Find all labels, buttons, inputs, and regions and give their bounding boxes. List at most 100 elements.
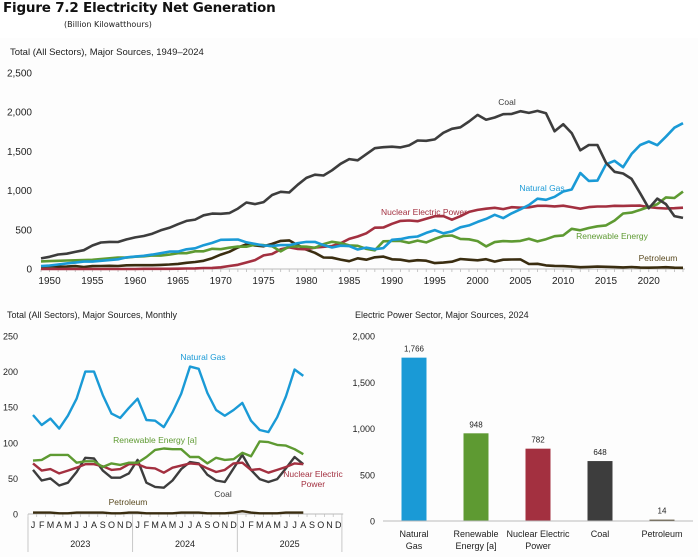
x-tick-label: 1970 <box>210 276 233 287</box>
series-label-natural-gas: Natural Gas <box>180 352 225 362</box>
x-tick-label: 1960 <box>124 276 147 287</box>
month-tick-label: A <box>196 520 202 530</box>
year-label: 2023 <box>70 539 90 549</box>
category-label: Coal <box>591 529 610 539</box>
y-tick-label: 1,000 <box>7 186 32 197</box>
y-tick-label: 1,500 <box>7 147 32 158</box>
y-tick-label: 2,500 <box>7 69 32 80</box>
x-tick-label: 1980 <box>295 276 318 287</box>
y-tick-label: 150 <box>3 403 18 413</box>
bar-value-label: 1,766 <box>404 345 425 354</box>
series-label-renewable: Renewable Energy [a] <box>113 435 197 445</box>
bar-value-label: 648 <box>593 448 607 457</box>
bar-chart-title: Electric Power Sector, Major Sources, 20… <box>355 310 529 320</box>
month-tick-label: J <box>74 520 79 530</box>
month-tick-label: A <box>300 520 306 530</box>
y-tick-label: 0 <box>26 265 32 276</box>
x-tick-label: 1965 <box>167 276 190 287</box>
series-line-renewable <box>32 440 304 469</box>
month-tick-label: N <box>117 520 124 530</box>
month-tick-label: S <box>204 520 210 530</box>
bar-natural-gas <box>401 357 427 521</box>
series-label-petroleum: Petroleum <box>639 253 678 263</box>
x-tick-label: 1950 <box>38 276 61 287</box>
series-line-natural-gas <box>32 365 305 434</box>
series-line-natural-gas <box>40 122 684 268</box>
month-tick-label: D <box>335 520 342 530</box>
bar-petroleum <box>649 519 675 522</box>
series-label-petroleum: Petroleum <box>109 497 148 507</box>
month-tick-label: M <box>169 520 177 530</box>
y-tick-label: 50 <box>8 474 18 484</box>
series-line-coal <box>40 109 684 260</box>
month-tick-label: J <box>179 520 184 530</box>
x-tick-label: 1955 <box>81 276 104 287</box>
series-label-coal: Coal <box>214 489 232 499</box>
series-label-nuclear: Nuclear Electric Power <box>381 207 467 217</box>
y-tick-label: 250 <box>3 332 18 342</box>
series-label-line: Power <box>301 479 325 489</box>
bar-renewable <box>463 433 489 521</box>
series-line-petroleum <box>33 510 304 515</box>
x-tick-label: 1975 <box>252 276 275 287</box>
bar-value-label: 14 <box>658 507 667 516</box>
x-tick-label: 2010 <box>552 276 575 287</box>
y-tick-label: 0 <box>370 517 375 527</box>
y-tick-label: 1,500 <box>352 378 375 388</box>
month-tick-label: S <box>309 520 315 530</box>
series-label-renewable: Renewable Energy <box>576 231 649 241</box>
year-label: 2024 <box>175 539 195 549</box>
category-label: Power <box>525 541 551 551</box>
series-label-natural-gas: Natural Gas <box>519 183 564 193</box>
category-label: Natural <box>399 529 428 539</box>
month-tick-label: A <box>91 520 97 530</box>
month-tick-label: S <box>100 520 106 530</box>
series-line-petroleum <box>40 239 684 270</box>
month-tick-label: J <box>31 520 36 530</box>
y-tick-label: 200 <box>3 367 18 377</box>
x-tick-label: 1985 <box>338 276 361 287</box>
month-tick-label: A <box>56 520 62 530</box>
month-tick-label: J <box>292 520 297 530</box>
month-tick-label: F <box>144 520 150 530</box>
category-label: Petroleum <box>641 529 682 539</box>
month-tick-label: J <box>240 520 245 530</box>
y-tick-label: 1,000 <box>352 424 375 434</box>
month-tick-label: F <box>39 520 45 530</box>
y-tick-label: 100 <box>3 438 18 448</box>
month-tick-label: M <box>64 520 72 530</box>
bar-nuclear <box>525 448 551 521</box>
series-line-nuclear <box>32 461 304 475</box>
figure-title: Figure 7.2 Electricity Net Generation <box>3 0 276 16</box>
y-tick-label: 0 <box>13 510 18 520</box>
month-tick-label: M <box>151 520 159 530</box>
month-tick-label: N <box>222 520 229 530</box>
month-tick-label: J <box>188 520 193 530</box>
year-label: 2025 <box>280 539 300 549</box>
month-tick-label: M <box>256 520 264 530</box>
x-tick-label: 2000 <box>466 276 489 287</box>
month-tick-label: D <box>230 520 237 530</box>
x-tick-label: 1990 <box>381 276 404 287</box>
month-tick-label: J <box>284 520 289 530</box>
category-label: Energy [a] <box>455 541 496 551</box>
month-tick-label: J <box>135 520 140 530</box>
series-label-coal: Coal <box>498 97 516 107</box>
series-line-nuclear <box>41 204 684 271</box>
month-tick-label: F <box>248 520 254 530</box>
x-tick-label: 2020 <box>638 276 661 287</box>
annual-chart-title: Total (All Sectors), Major Sources, 1949… <box>10 47 204 58</box>
bar-coal <box>587 461 613 521</box>
x-tick-label: 2005 <box>509 276 532 287</box>
month-tick-label: M <box>273 520 281 530</box>
month-tick-label: O <box>317 520 324 530</box>
y-tick-label: 500 <box>15 225 32 236</box>
category-label: Gas <box>406 541 423 551</box>
y-tick-label: 500 <box>360 470 375 480</box>
bar-value-label: 782 <box>531 436 545 445</box>
month-tick-label: O <box>213 520 220 530</box>
category-label: Renewable <box>453 529 498 539</box>
